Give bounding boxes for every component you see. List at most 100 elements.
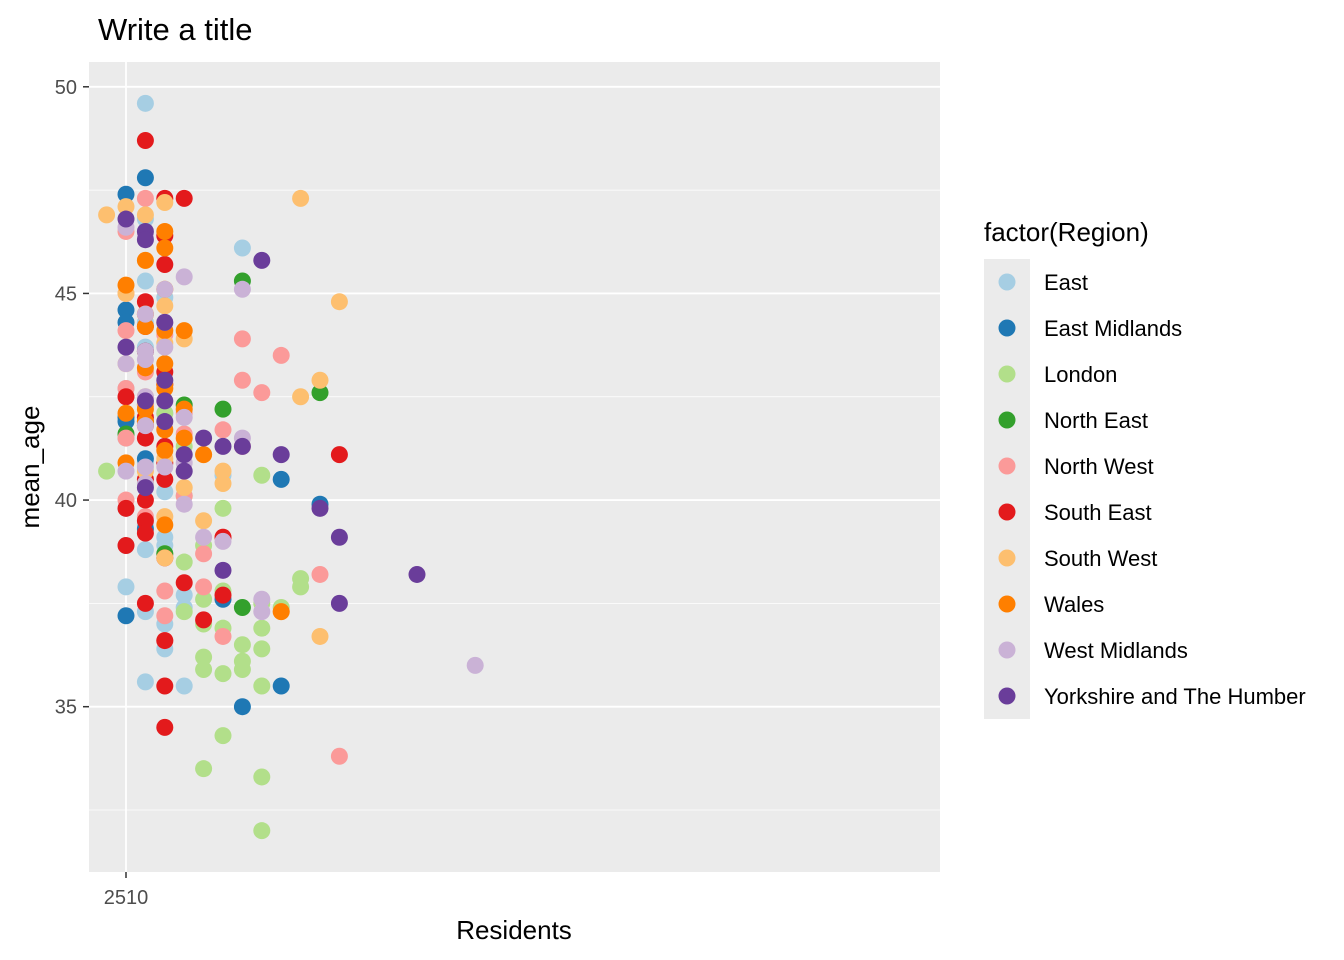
data-point [195, 661, 213, 678]
data-point [98, 206, 116, 224]
y-tick-label: 45 [55, 283, 77, 305]
data-point [156, 313, 174, 331]
data-point [233, 239, 251, 257]
data-point [136, 251, 154, 269]
data-point [156, 441, 174, 459]
data-point [175, 268, 193, 286]
data-point [175, 322, 193, 340]
data-point [136, 392, 154, 410]
chart-title: Write a title [98, 12, 252, 47]
x-axis: 2510 [104, 872, 148, 909]
data-point [136, 429, 154, 447]
data-point [214, 586, 232, 604]
data-point [253, 768, 271, 786]
legend-key [998, 365, 1016, 383]
data-point [311, 565, 329, 583]
data-point [136, 541, 154, 559]
data-point [156, 280, 174, 298]
data-point [156, 256, 174, 273]
data-point [214, 499, 232, 517]
data-point [175, 408, 193, 426]
data-point [233, 371, 251, 389]
data-point [195, 760, 213, 778]
data-point [311, 371, 329, 389]
data-point [117, 276, 135, 294]
data-point [156, 338, 174, 356]
data-point [175, 603, 193, 621]
data-point [311, 499, 329, 517]
data-point [136, 206, 154, 224]
data-point [253, 251, 271, 269]
data-point [175, 462, 193, 480]
data-point [117, 462, 135, 480]
data-point [330, 747, 348, 765]
data-point [136, 94, 154, 112]
data-point [136, 524, 154, 542]
data-point [214, 462, 232, 480]
data-point [117, 404, 135, 422]
data-point [117, 429, 135, 447]
data-point [253, 466, 271, 484]
data-point [330, 528, 348, 546]
legend-label: Yorkshire and The Humber [1044, 684, 1306, 709]
data-point [233, 698, 251, 716]
legend-label: South West [1044, 546, 1157, 571]
data-point [117, 210, 135, 228]
data-point [175, 479, 193, 497]
data-point [292, 388, 310, 406]
data-point [272, 446, 290, 464]
data-point [195, 528, 213, 546]
data-point [117, 537, 135, 555]
data-point [136, 673, 154, 691]
data-point [156, 470, 174, 488]
data-point [117, 607, 135, 625]
legend-key [998, 503, 1016, 521]
legend-key [998, 411, 1016, 429]
data-point [214, 532, 232, 550]
legend-key [998, 595, 1016, 613]
data-point [292, 578, 310, 596]
y-tick-label: 50 [55, 77, 77, 99]
legend-label: South East [1044, 500, 1152, 525]
data-point [214, 400, 232, 418]
data-point [214, 561, 232, 579]
data-point [136, 417, 154, 435]
data-point [136, 132, 154, 150]
data-point [117, 322, 135, 340]
data-point [408, 565, 426, 583]
data-point [117, 185, 135, 203]
data-point [98, 462, 116, 480]
data-point [175, 553, 193, 571]
data-point [117, 578, 135, 596]
data-point [272, 677, 290, 695]
legend-key [998, 687, 1016, 705]
data-point [175, 574, 193, 592]
y-axis: 35 40 45 50 [55, 77, 89, 719]
data-point [253, 590, 271, 608]
data-point [175, 189, 193, 207]
data-point [195, 578, 213, 596]
data-point [214, 727, 232, 745]
data-point [136, 317, 154, 335]
data-point [136, 305, 154, 323]
data-point [214, 665, 232, 683]
legend-key [998, 457, 1016, 475]
legend-label: London [1044, 362, 1117, 387]
y-tick-label: 35 [55, 697, 77, 719]
data-point [136, 479, 154, 497]
data-point [214, 421, 232, 439]
data-point [233, 599, 251, 617]
data-point [253, 640, 271, 658]
data-point [195, 446, 213, 464]
data-point [156, 355, 174, 373]
data-point [175, 586, 193, 604]
data-point [156, 194, 174, 212]
data-point [156, 632, 174, 650]
legend-label: East [1044, 270, 1088, 295]
legend-label: West Midlands [1044, 638, 1188, 663]
legend-key [998, 319, 1016, 337]
data-point [311, 384, 329, 402]
data-point [117, 301, 135, 319]
data-point [195, 512, 213, 530]
